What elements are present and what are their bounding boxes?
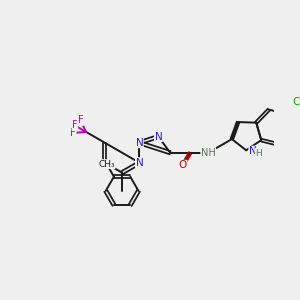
Text: F: F — [78, 115, 83, 125]
Text: CH₃: CH₃ — [98, 160, 115, 169]
Text: Cl: Cl — [292, 97, 300, 107]
Text: F: F — [70, 128, 76, 138]
Text: N: N — [249, 146, 257, 156]
Text: NH: NH — [201, 148, 216, 158]
Text: F: F — [72, 121, 78, 130]
Text: N: N — [154, 132, 162, 142]
Text: N: N — [136, 138, 143, 148]
Text: H: H — [255, 148, 262, 158]
Text: N: N — [136, 158, 143, 168]
Text: O: O — [179, 160, 187, 170]
